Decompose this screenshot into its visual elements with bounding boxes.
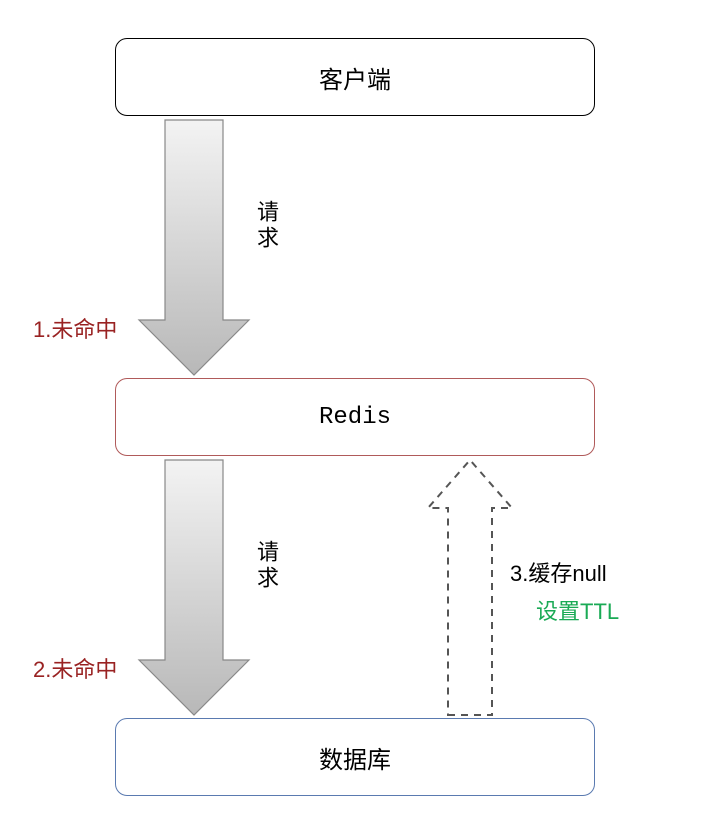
arrow-req2-label: 请求 — [250, 540, 282, 592]
arrow-req2 — [139, 460, 249, 715]
node-db-label: 数据库 — [319, 740, 391, 775]
node-redis-label: Redis — [319, 404, 391, 431]
arrow-req1 — [139, 120, 249, 375]
node-client: 客户端 — [115, 38, 595, 116]
annotation-miss1: 1.未命中 — [33, 312, 117, 344]
annotation-miss2: 2.未命中 — [33, 652, 117, 684]
annotation-set-ttl: 设置TTL — [536, 594, 619, 626]
node-redis: Redis — [115, 378, 595, 456]
node-client-label: 客户端 — [319, 60, 391, 95]
node-db: 数据库 — [115, 718, 595, 796]
annotation-cache-null: 3.缓存null — [510, 556, 607, 588]
arrow-back — [428, 460, 512, 715]
arrow-req1-label: 请求 — [250, 200, 282, 252]
